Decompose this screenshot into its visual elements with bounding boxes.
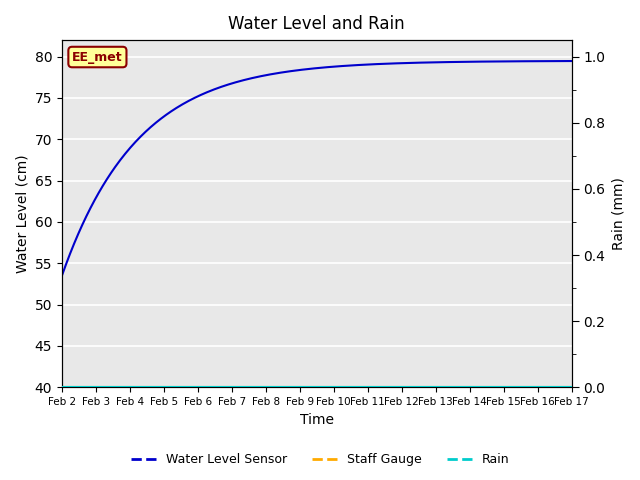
Text: EE_met: EE_met (72, 50, 123, 63)
X-axis label: Time: Time (300, 413, 334, 427)
Y-axis label: Rain (mm): Rain (mm) (611, 177, 625, 250)
Y-axis label: Water Level (cm): Water Level (cm) (15, 155, 29, 273)
Title: Water Level and Rain: Water Level and Rain (228, 15, 405, 33)
Legend: Water Level Sensor, Staff Gauge, Rain: Water Level Sensor, Staff Gauge, Rain (125, 448, 515, 471)
